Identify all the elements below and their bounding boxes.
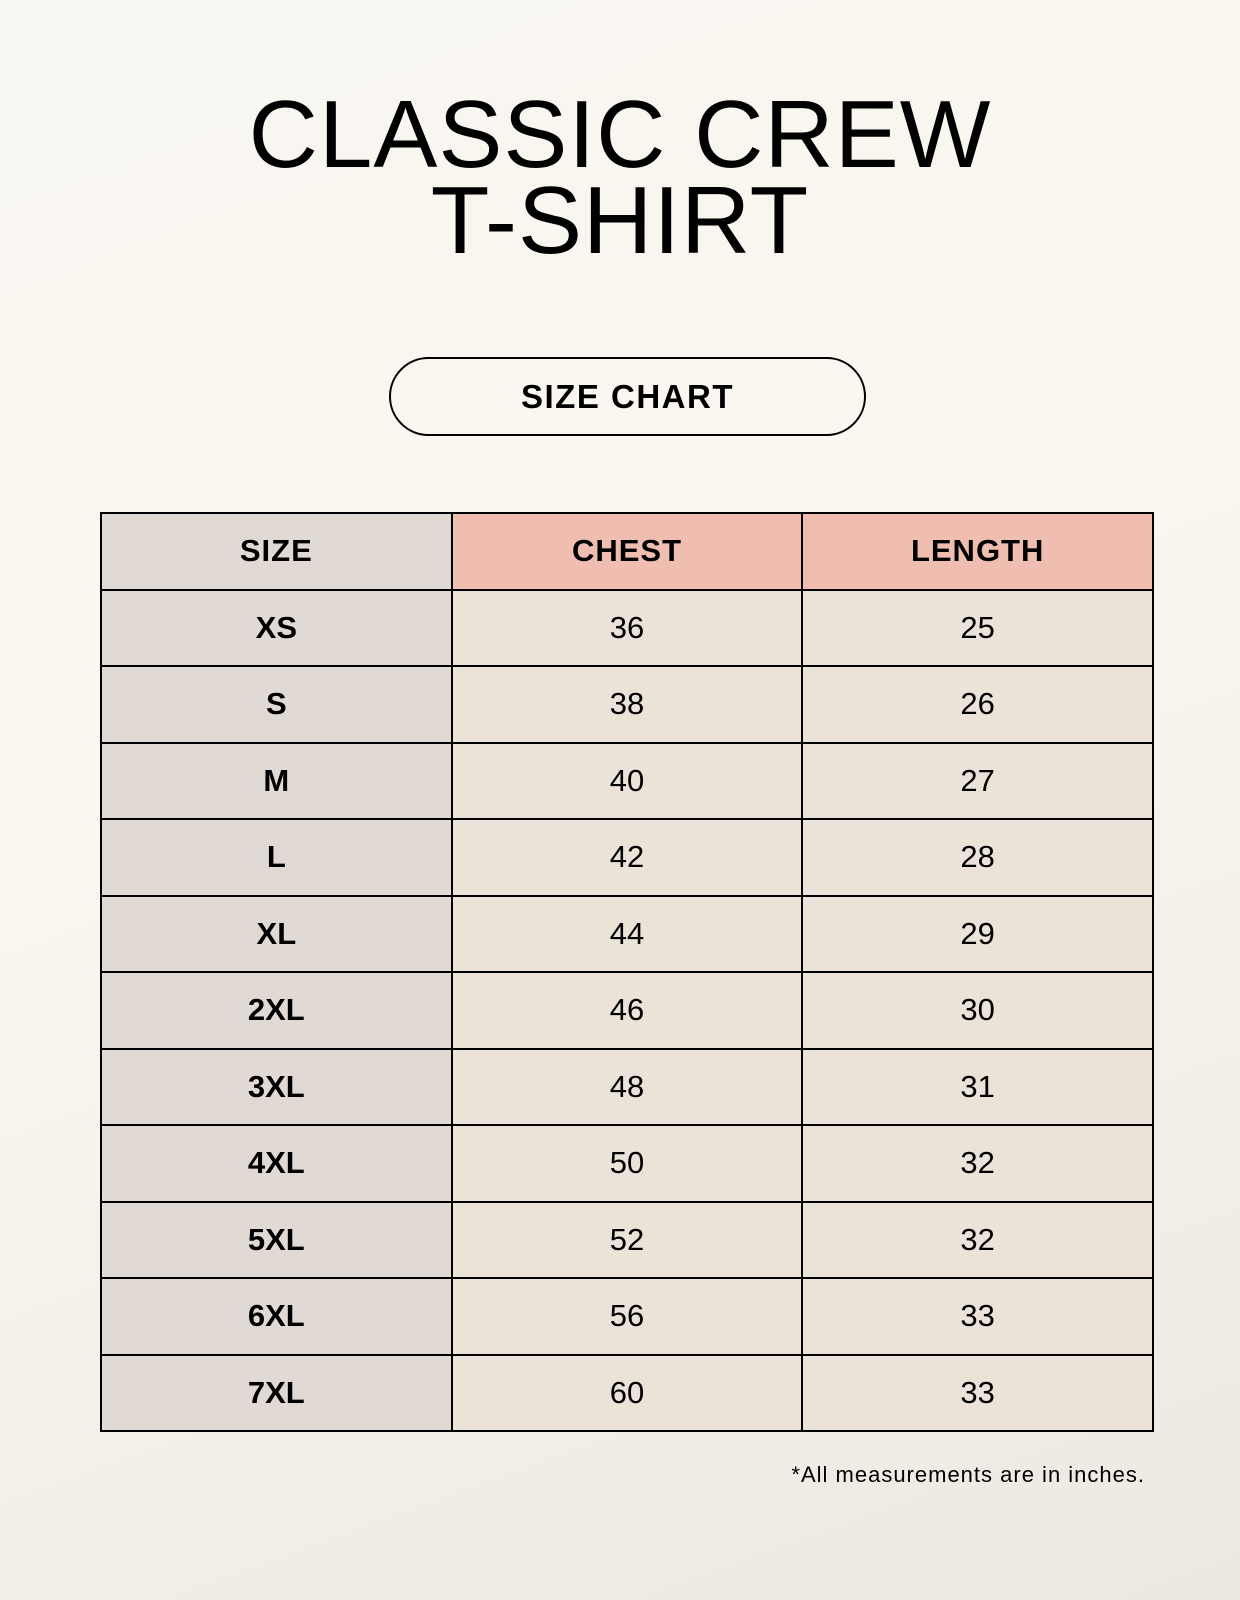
cell-length: 28 [801,818,1154,897]
cell-chest: 38 [450,665,804,744]
cell-chest: 40 [450,741,804,820]
table-row: M 40 27 [100,741,1154,820]
title-line-1: CLASSIC CREW [248,81,992,188]
cell-chest: 50 [450,1124,804,1203]
cell-length: 27 [801,741,1154,820]
header-length: LENGTH [801,512,1154,591]
cell-length: 33 [801,1353,1154,1432]
cell-length: 26 [801,665,1154,744]
cell-chest: 52 [450,1200,804,1279]
table-row: 4XL 50 32 [100,1124,1154,1203]
cell-size: 4XL [100,1124,453,1203]
cell-size: L [100,818,453,897]
header-chest: CHEST [450,512,804,591]
table-row: 3XL 48 31 [100,1047,1154,1126]
cell-chest: 56 [450,1277,804,1356]
cell-size: XL [100,894,453,973]
table-row: S 38 26 [100,665,1154,744]
cell-size: 6XL [100,1277,453,1356]
table-header-row: SIZE CHEST LENGTH [100,512,1154,591]
table-row: 2XL 46 30 [100,971,1154,1050]
cell-size: 3XL [100,1047,453,1126]
cell-chest: 46 [450,971,804,1050]
cell-size: 2XL [100,971,453,1050]
cell-length: 25 [801,588,1154,667]
page-title: CLASSIC CREW T-SHIRT [0,81,1240,274]
table-row: 5XL 52 32 [100,1200,1154,1279]
cell-size: 5XL [100,1200,453,1279]
cell-length: 32 [801,1200,1154,1279]
size-chart-badge: SIZE CHART [389,357,866,436]
table-row: 6XL 56 33 [100,1277,1154,1356]
cell-length: 30 [801,971,1154,1050]
size-table: SIZE CHEST LENGTH XS 36 25 S 38 26 M 40 27 L 42 28 X… [100,512,1154,1432]
cell-length: 32 [801,1124,1154,1203]
table-row: 7XL 60 33 [100,1353,1154,1432]
table-row: XS 36 25 [100,588,1154,667]
header-size: SIZE [100,512,453,591]
table-row: L 42 28 [100,818,1154,897]
cell-chest: 42 [450,818,804,897]
cell-length: 31 [801,1047,1154,1126]
cell-length: 33 [801,1277,1154,1356]
cell-chest: 44 [450,894,804,973]
cell-chest: 60 [450,1353,804,1432]
cell-size: 7XL [100,1353,453,1432]
cell-length: 29 [801,894,1154,973]
table-row: XL 44 29 [100,894,1154,973]
footnote: *All measurements are in inches. [791,1462,1145,1487]
cell-chest: 48 [450,1047,804,1126]
title-line-2: T-SHIRT [430,167,810,274]
cell-size: XS [100,588,453,667]
cell-size: S [100,665,453,744]
cell-chest: 36 [450,588,804,667]
cell-size: M [100,741,453,820]
